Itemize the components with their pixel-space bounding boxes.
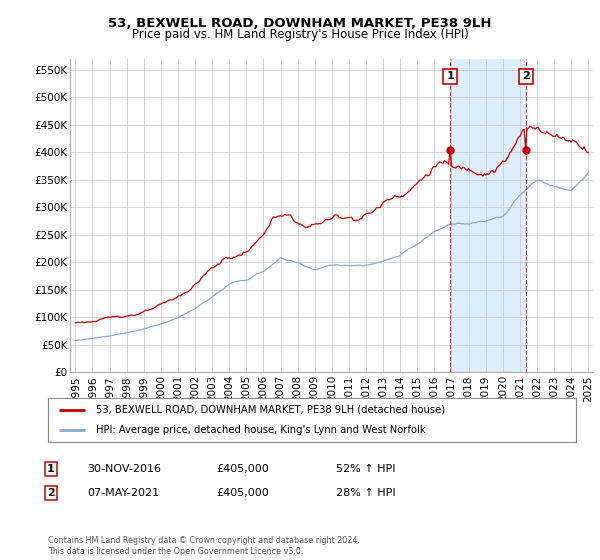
Text: 52% ↑ HPI: 52% ↑ HPI [336, 464, 395, 474]
Text: 2: 2 [522, 72, 530, 81]
Text: 1: 1 [446, 72, 454, 81]
Text: HPI: Average price, detached house, King's Lynn and West Norfolk: HPI: Average price, detached house, King… [95, 425, 425, 435]
Text: 53, BEXWELL ROAD, DOWNHAM MARKET, PE38 9LH: 53, BEXWELL ROAD, DOWNHAM MARKET, PE38 9… [108, 17, 492, 30]
Text: 53, BEXWELL ROAD, DOWNHAM MARKET, PE38 9LH (detached house): 53, BEXWELL ROAD, DOWNHAM MARKET, PE38 9… [95, 405, 445, 415]
Bar [450, 59, 526, 372]
Text: 28% ↑ HPI: 28% ↑ HPI [336, 488, 395, 498]
Text: Contains HM Land Registry data © Crown copyright and database right 2024.
This d: Contains HM Land Registry data © Crown c… [48, 536, 360, 556]
Text: 07-MAY-2021: 07-MAY-2021 [87, 488, 159, 498]
Text: 1: 1 [47, 464, 55, 474]
Text: 2: 2 [47, 488, 55, 498]
Text: 30-NOV-2016: 30-NOV-2016 [87, 464, 161, 474]
Text: £405,000: £405,000 [216, 488, 269, 498]
Text: Price paid vs. HM Land Registry's House Price Index (HPI): Price paid vs. HM Land Registry's House … [131, 28, 469, 41]
Text: £405,000: £405,000 [216, 464, 269, 474]
